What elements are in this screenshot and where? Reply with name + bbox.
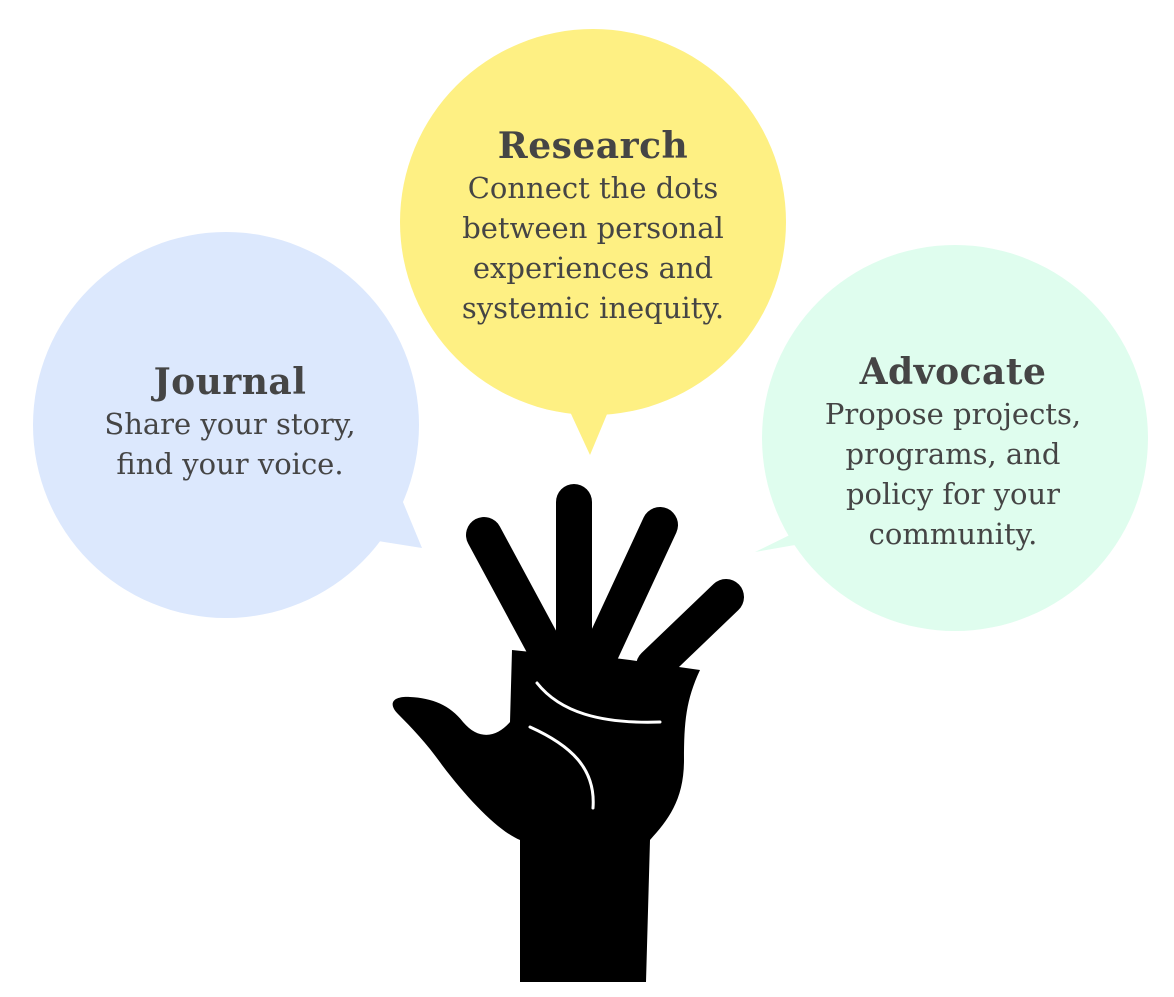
raised-hand-icon	[392, 484, 744, 982]
advocate-title: Advocate	[859, 351, 1047, 393]
journal-description: Share your story, find your voice.	[60, 404, 400, 484]
journal-line-1: Share your story,	[104, 407, 356, 441]
research-title: Research	[497, 125, 689, 167]
research-line-4: systemic inequity.	[461, 291, 725, 325]
research-bubble	[400, 29, 786, 455]
journal-line-2: find your voice.	[116, 447, 344, 481]
journal-title: Journal	[153, 361, 307, 403]
research-description: Connect the dots between personal experi…	[418, 168, 768, 328]
advocate-line-4: community.	[868, 517, 1038, 551]
advocate-line-1: Propose projects,	[824, 397, 1082, 431]
research-text-block: Research Connect the dots between person…	[418, 124, 768, 328]
journal-text-block: Journal Share your story, find your voic…	[60, 360, 400, 484]
advocate-bubble	[755, 245, 1148, 631]
research-line-2: between personal	[462, 211, 724, 245]
advocate-line-3: policy for your	[845, 477, 1061, 511]
advocate-line-2: programs, and	[845, 437, 1061, 471]
advocate-text-block: Advocate Propose projects, programs, and…	[778, 350, 1128, 554]
advocate-description: Propose projects, programs, and policy f…	[778, 394, 1128, 554]
research-line-3: experiences and	[472, 251, 714, 285]
research-line-1: Connect the dots	[467, 171, 719, 205]
journal-bubble	[33, 232, 422, 618]
